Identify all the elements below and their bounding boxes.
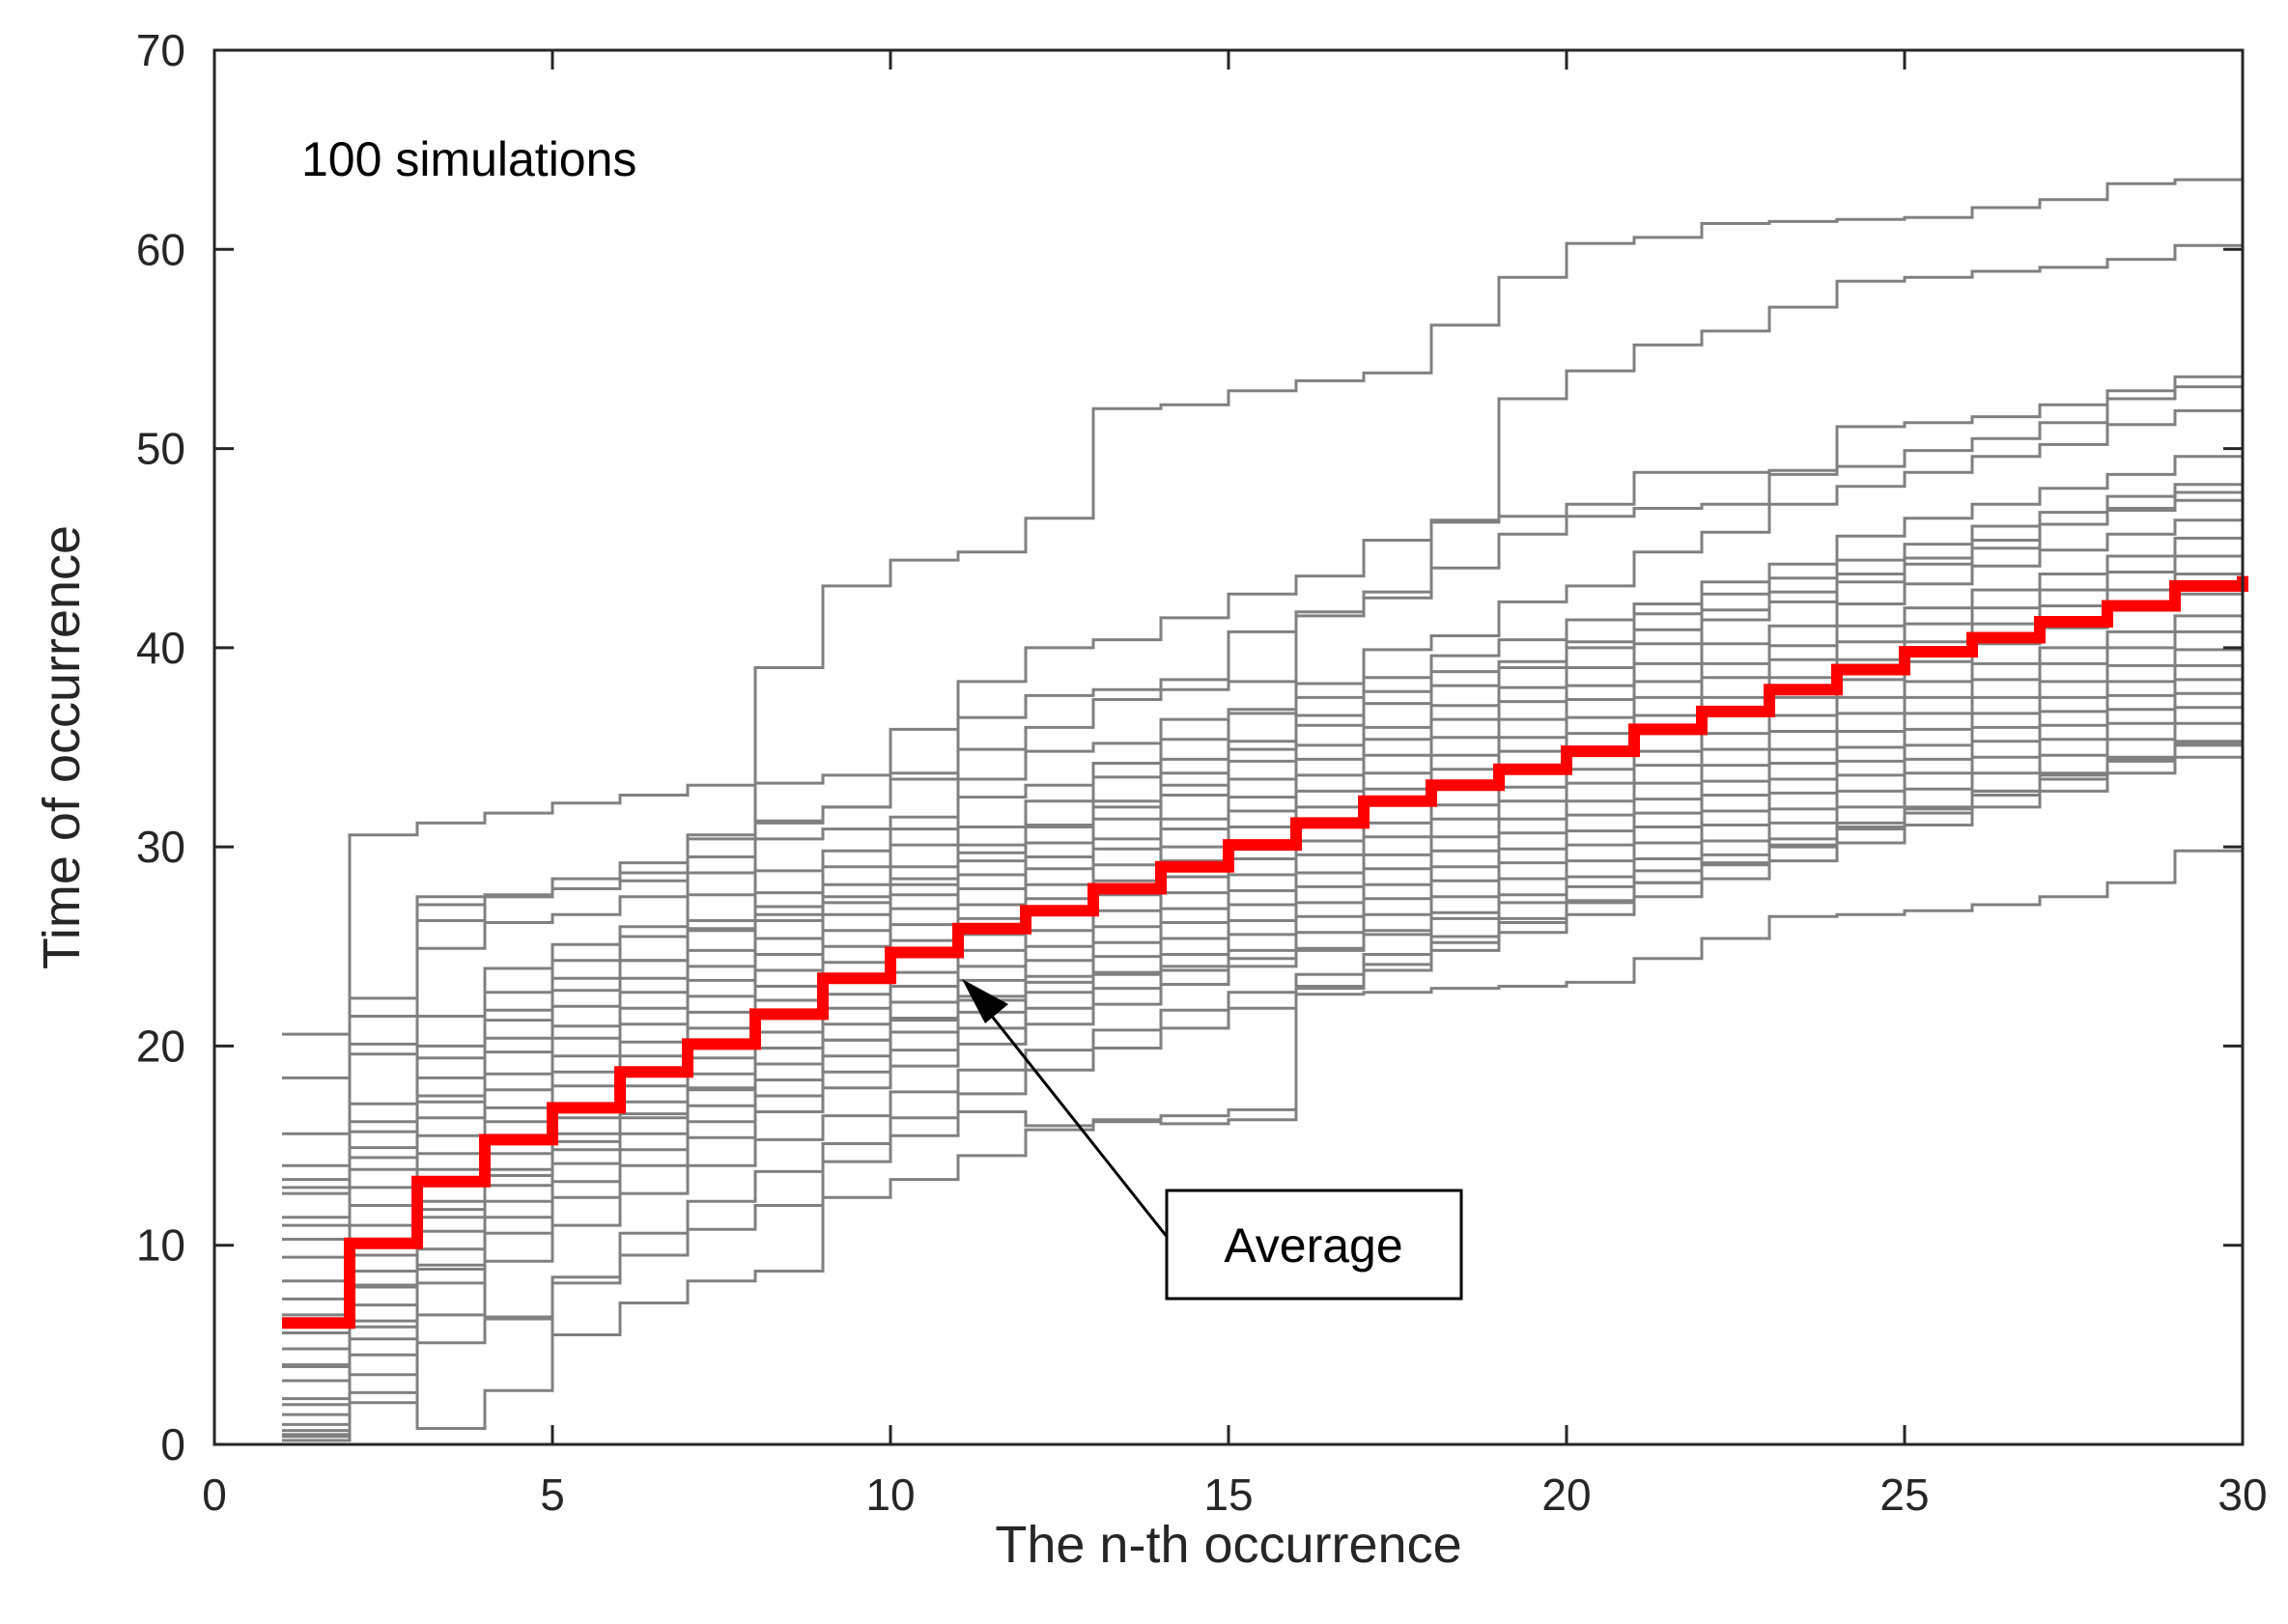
- simulation-series: [282, 176, 2245, 1442]
- x-tick-label: 10: [865, 1470, 915, 1520]
- y-tick-label: 40: [136, 623, 185, 673]
- y-tick-label: 20: [136, 1021, 185, 1071]
- average-callout: Average: [962, 979, 1463, 1301]
- y-tick-label: 50: [136, 424, 185, 474]
- x-tick-label: 15: [1203, 1470, 1253, 1520]
- x-tick-label: 20: [1541, 1470, 1591, 1520]
- callout-label: Average: [1224, 1218, 1402, 1273]
- x-tick-label: 30: [2217, 1470, 2267, 1520]
- x-tick-label: 5: [540, 1470, 565, 1520]
- simulation-line-6: [282, 438, 2245, 1182]
- y-tick-label: 10: [136, 1220, 185, 1271]
- simulation-line-3: [282, 362, 2245, 1079]
- simulation-line-21: [282, 709, 2245, 1442]
- simulation-line-27: [282, 843, 2245, 1437]
- simulation-line-26: [282, 729, 2245, 1368]
- callout-arrowhead: [962, 979, 1008, 1023]
- y-tick-label: 0: [160, 1419, 185, 1470]
- x-axis-title: The n-th occurrence: [995, 1516, 1461, 1574]
- simulation-count-label: 100 simulations: [301, 132, 636, 186]
- average-series: [282, 575, 2248, 1330]
- x-tick-label: 0: [202, 1470, 227, 1520]
- x-axis: 0 5 10 15 20 25 30: [202, 50, 2268, 1520]
- y-tick-label: 30: [136, 822, 185, 872]
- y-tick-label: 60: [136, 224, 185, 274]
- simulation-line-1: [282, 176, 2245, 1167]
- y-axis-title: Time of occurrence: [33, 525, 91, 969]
- y-tick-label: 70: [136, 25, 185, 75]
- x-tick-label: 25: [1879, 1470, 1929, 1520]
- simulation-line-25: [282, 478, 2245, 1190]
- average-line: [282, 575, 2248, 1330]
- y-axis: 0 10 20 30 40 50 60 70: [136, 25, 2243, 1470]
- callout-arrow-line: [977, 999, 1170, 1239]
- callout-box: [1165, 1189, 1463, 1301]
- simulation-line-4: [282, 358, 2245, 1056]
